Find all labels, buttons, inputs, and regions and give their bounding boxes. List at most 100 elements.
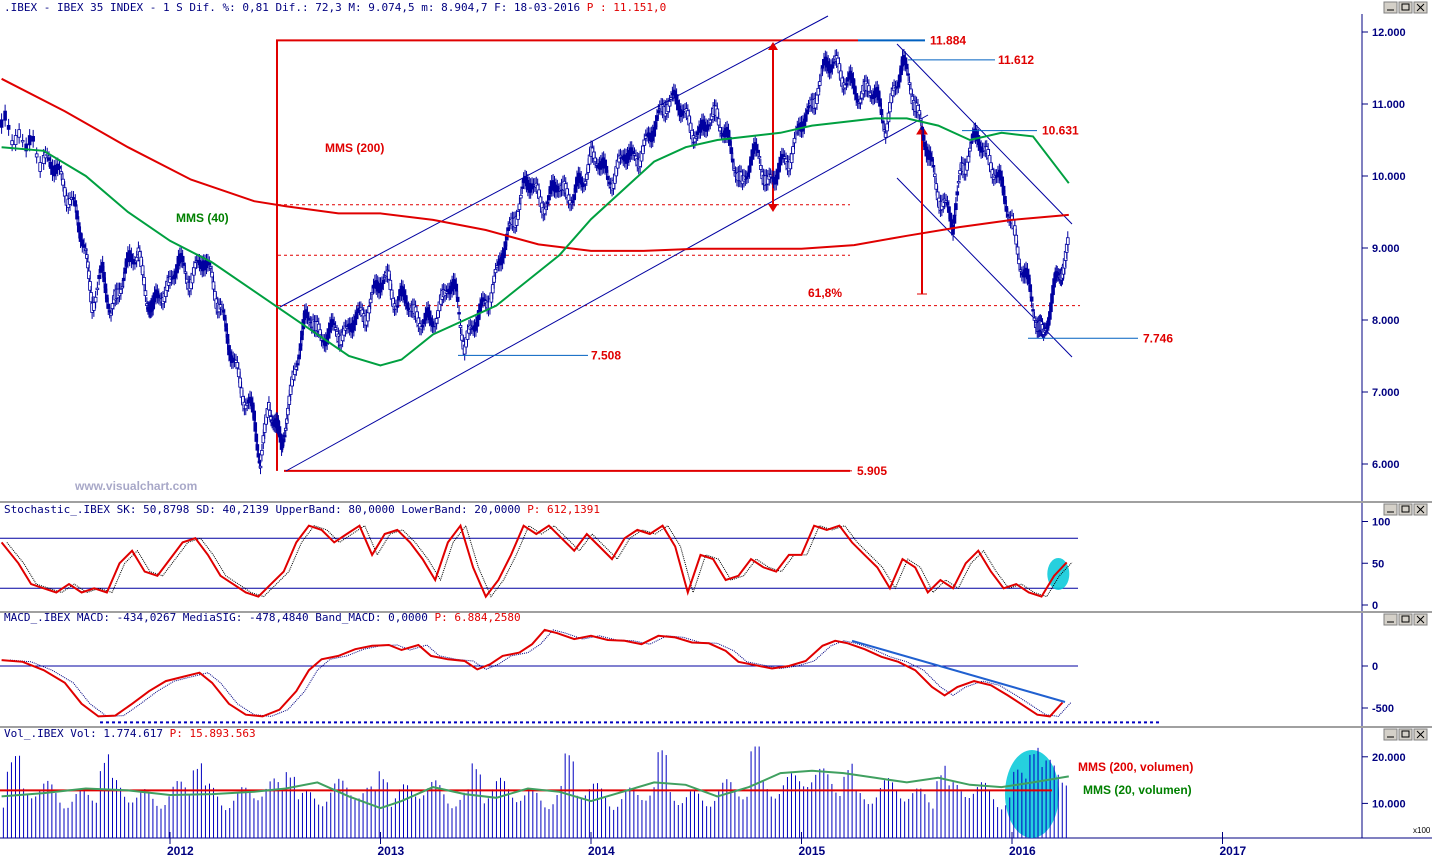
close-button[interactable] [1413, 728, 1428, 741]
range-box [276, 39, 858, 471]
price-candle [120, 286, 125, 289]
price-candle [95, 287, 100, 291]
price-candle [1028, 284, 1033, 292]
price-candle [75, 210, 79, 220]
price-candle [519, 194, 523, 199]
price-candle [1031, 309, 1035, 312]
maximize-button[interactable] [1398, 728, 1413, 741]
price-candle [604, 165, 609, 173]
vol-mms20-line [1, 769, 1069, 810]
maximize-button[interactable] [1398, 613, 1413, 626]
level-label-11.612: 11.612 [998, 53, 1034, 67]
price-candle [252, 410, 257, 421]
price-candle [38, 162, 42, 172]
price-candle [952, 214, 957, 224]
volume-window-controls [1383, 728, 1428, 741]
x-tick-label: 2013 [378, 844, 405, 857]
mms200-label: MMS (200) [325, 141, 384, 155]
price-candle [367, 306, 372, 314]
mms40-line [1, 117, 1070, 367]
y-tick-label: 10.000 [1372, 171, 1406, 183]
price-candle [730, 158, 735, 163]
macd-trendline [851, 639, 1066, 703]
y-tick-label: -500 [1372, 703, 1394, 715]
watermark: www.visualchart.com [74, 479, 197, 493]
close-button[interactable] [1413, 613, 1428, 626]
minimize-button[interactable] [1383, 613, 1398, 626]
level-label-10.631: 10.631 [1042, 124, 1079, 138]
price-candle [757, 156, 762, 159]
price-candle [0, 119, 4, 128]
minimize-button[interactable] [1383, 1, 1398, 14]
y-tick-label: 12.000 [1372, 27, 1406, 39]
y-tick-label: 10.000 [1372, 798, 1406, 810]
price-candle [134, 256, 139, 262]
price-candle [258, 465, 263, 469]
minimize-button[interactable] [1383, 728, 1398, 741]
price-axis-bg [1362, 14, 1432, 502]
price-candle [87, 270, 91, 280]
y-tick-label: 9.000 [1372, 243, 1400, 255]
price-candle [881, 120, 885, 124]
minimize-button[interactable] [1383, 503, 1398, 516]
price-candle [1029, 296, 1034, 302]
price-candle [10, 140, 14, 146]
price-candle [6, 124, 11, 130]
price-candle [61, 178, 65, 186]
price-candle [82, 244, 86, 248]
macd-header: MACD_.IBEX MACD: -434,0267 MediaSIG: -47… [4, 611, 521, 624]
price-candle [918, 118, 923, 121]
price-candle [183, 271, 188, 274]
price-candle [92, 302, 96, 311]
price-candle [260, 450, 264, 456]
x-tick-label: 2014 [588, 844, 615, 857]
level-label-11.884: 11.884 [930, 33, 966, 47]
price-candle [254, 433, 259, 442]
price-candle [878, 98, 882, 107]
price-candle [819, 73, 823, 77]
close-button[interactable] [1413, 503, 1428, 516]
price-candle [454, 283, 459, 292]
price-candle [34, 153, 39, 158]
macd-window-controls [1383, 613, 1428, 626]
price-candle [93, 296, 98, 303]
price-candle [182, 262, 186, 266]
price-candle [931, 165, 936, 168]
y-tick-label: 8.000 [1372, 315, 1400, 327]
price-candle [1014, 234, 1019, 245]
price-candle [300, 330, 304, 341]
price-candle [817, 81, 822, 86]
maximize-button[interactable] [1398, 503, 1413, 516]
price-candle [791, 146, 795, 155]
price-candle [955, 191, 960, 196]
price-candle [298, 343, 303, 351]
price-candle [286, 407, 290, 416]
price-candle [261, 435, 266, 444]
price-candle [97, 274, 101, 280]
price-candle [455, 296, 460, 302]
price-candle [224, 323, 228, 332]
price-candle [31, 135, 35, 142]
price-candle [59, 171, 64, 175]
maximize-button[interactable] [1398, 1, 1413, 14]
y-tick-label: 50 [1372, 558, 1384, 570]
price-candle [1015, 246, 1020, 255]
price-panel-bg [0, 14, 1362, 502]
price-candle [968, 147, 972, 152]
price-candle [1017, 258, 1021, 265]
price-candle [458, 325, 463, 328]
stochastic-window-controls [1383, 503, 1428, 516]
price-candle [142, 277, 146, 286]
price-candle [27, 135, 32, 146]
price-candle [954, 203, 958, 211]
price-candle [1065, 237, 1070, 245]
price-candle [729, 147, 734, 154]
price-candle [879, 109, 884, 115]
price-candle [62, 187, 67, 197]
close-button[interactable] [1413, 1, 1428, 14]
mms40-label: MMS (40) [176, 211, 229, 225]
x-tick-label: 2015 [799, 844, 826, 857]
price-candle [492, 275, 496, 283]
level-label-7.746: 7.746 [1143, 331, 1173, 345]
